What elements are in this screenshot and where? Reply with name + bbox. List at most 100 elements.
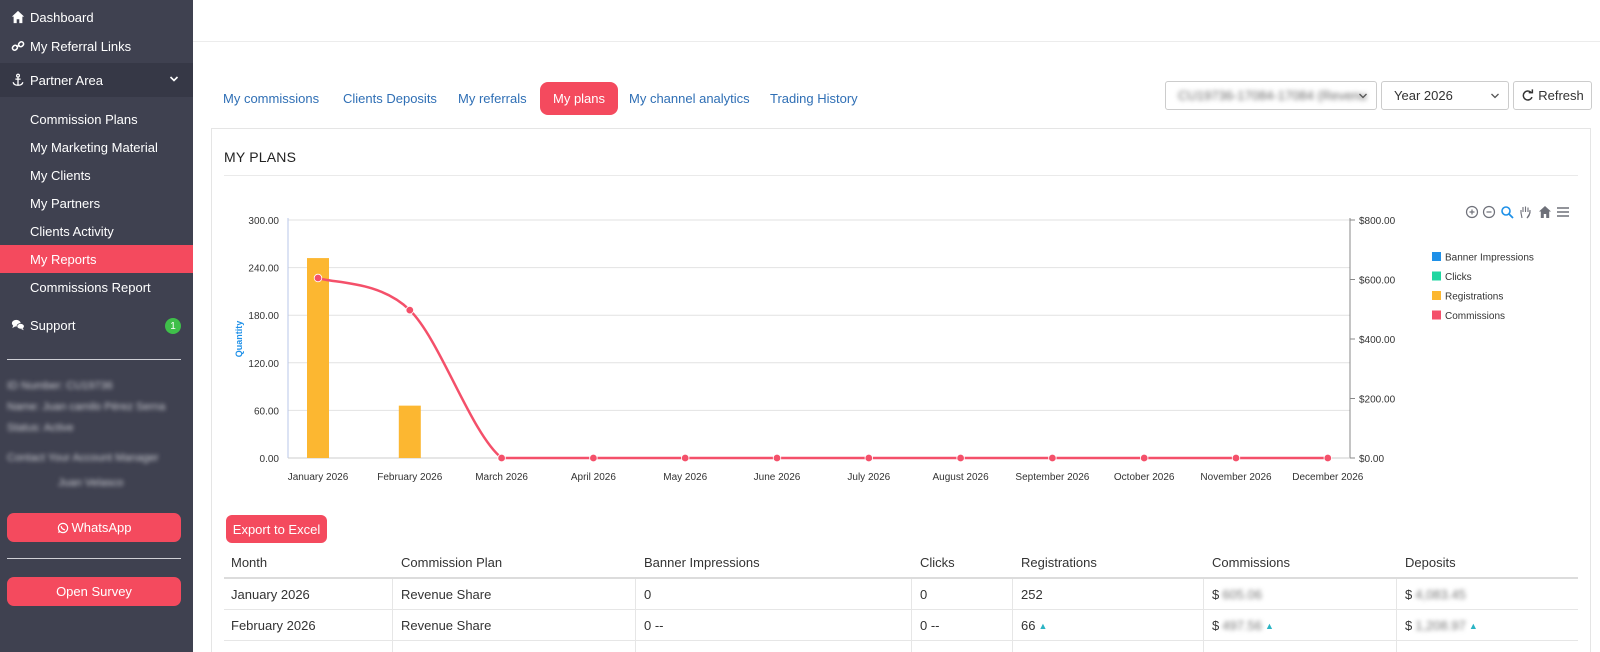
point-commissions bbox=[1323, 453, 1332, 463]
y2-tick-label: $800.00 bbox=[1359, 216, 1396, 227]
magnify-icon[interactable] bbox=[1500, 205, 1514, 219]
col-month[interactable]: Month bbox=[231, 555, 268, 570]
whatsapp-icon bbox=[57, 522, 68, 533]
chevron-down-icon bbox=[1491, 93, 1499, 99]
zoom-out-icon[interactable] bbox=[1482, 205, 1496, 219]
y-tick-label: 240.00 bbox=[248, 264, 279, 275]
cell-plan: Revenue Share bbox=[401, 618, 492, 633]
nav-referral-links[interactable]: My Referral Links bbox=[0, 29, 193, 63]
sub-clients-activity[interactable]: Clients Activity bbox=[0, 217, 193, 245]
table-row bbox=[224, 641, 1578, 652]
home-icon bbox=[0, 10, 30, 24]
y-tick-label: 0.00 bbox=[260, 454, 280, 465]
sub-commission-plans-label: Commission Plans bbox=[30, 111, 138, 127]
support-count-badge: 1 bbox=[165, 318, 181, 334]
y2-tick-label: $0.00 bbox=[1359, 454, 1384, 465]
nav-partner-area-label: Partner Area bbox=[30, 72, 103, 88]
reset-home-icon[interactable] bbox=[1538, 205, 1552, 219]
x-tick-label: February 2026 bbox=[377, 472, 442, 483]
nav-dashboard[interactable]: Dashboard bbox=[0, 0, 193, 34]
tab-clients-deposits[interactable]: Clients Deposits bbox=[343, 91, 437, 106]
sub-my-reports[interactable]: My Reports bbox=[0, 245, 193, 273]
tab-my-commissions[interactable]: My commissions bbox=[223, 91, 320, 106]
cell-divider bbox=[392, 610, 393, 641]
tab-my-plans[interactable]: My plans bbox=[540, 82, 619, 115]
refresh-button-label: Refresh bbox=[1538, 88, 1584, 103]
tab-trading-history[interactable]: Trading History bbox=[770, 91, 858, 106]
sub-marketing-material[interactable]: My Marketing Material bbox=[0, 133, 193, 161]
pan-hand-icon[interactable] bbox=[1518, 205, 1532, 219]
account-name: Name: Juan camilo Pérez Serna bbox=[7, 401, 166, 413]
cell-clicks: 0 -- bbox=[920, 618, 940, 633]
cell-divider bbox=[1396, 641, 1397, 652]
legend-swatch bbox=[1432, 252, 1441, 261]
point-commissions bbox=[313, 273, 323, 283]
export-excel-label: Export to Excel bbox=[232, 521, 321, 537]
sub-my-clients[interactable]: My Clients bbox=[0, 161, 193, 189]
plans-chart: 0.00 60.00 120.00 180.00 240.00 300.00 $0.00 $2… bbox=[234, 216, 1534, 483]
x-tick-label: October 2026 bbox=[1114, 472, 1175, 483]
y-axis-title: Quantity bbox=[234, 321, 244, 358]
account-status: Status: Active bbox=[7, 422, 74, 434]
x-tick-label: July 2026 bbox=[847, 472, 890, 483]
sub-my-partners[interactable]: My Partners bbox=[0, 189, 193, 217]
account-select[interactable]: CU19736-17084-17084 (Revenu bbox=[1165, 81, 1377, 110]
account-manager-name: Juan Velasco bbox=[58, 477, 124, 489]
cell-divider bbox=[911, 579, 912, 610]
zoom-in-icon[interactable] bbox=[1465, 205, 1479, 219]
cell-divider bbox=[1396, 579, 1397, 610]
sub-commission-plans[interactable]: Commission Plans bbox=[0, 105, 193, 133]
cell-commissions: $ 605.06 bbox=[1205, 579, 1262, 610]
point-commissions bbox=[1048, 453, 1057, 463]
cell-divider bbox=[1012, 641, 1013, 652]
nav-support[interactable]: Support 1 bbox=[0, 308, 193, 342]
nav-partner-area[interactable]: Partner Area bbox=[0, 63, 193, 97]
year-select[interactable]: Year 2026 bbox=[1381, 81, 1509, 110]
cell-divider bbox=[911, 610, 912, 641]
col-commission-plan[interactable]: Commission Plan bbox=[401, 555, 503, 570]
cell-divider bbox=[392, 641, 393, 652]
open-survey-button-label: Open Survey bbox=[56, 584, 132, 599]
currency-symbol: $ bbox=[1212, 587, 1220, 602]
trend-up-icon: ▲ bbox=[1265, 620, 1274, 631]
cell-deposits: $ 4,083.45 bbox=[1398, 579, 1466, 610]
page-title: MY PLANS bbox=[224, 149, 297, 165]
sub-commissions-report-label: Commissions Report bbox=[30, 279, 151, 295]
menu-icon[interactable] bbox=[1556, 205, 1570, 219]
whatsapp-button[interactable]: WhatsApp bbox=[7, 513, 181, 542]
refresh-icon bbox=[1522, 89, 1534, 101]
export-excel-button[interactable]: Export to Excel bbox=[226, 515, 327, 543]
legend-label: Registrations bbox=[1445, 292, 1503, 303]
cell-divider bbox=[1396, 610, 1397, 641]
sidebar: Dashboard My Referral Links Partner Area… bbox=[0, 0, 193, 652]
sub-commissions-report[interactable]: Commissions Report bbox=[0, 273, 193, 301]
registrations-value: 66 bbox=[1021, 618, 1036, 633]
open-survey-button[interactable]: Open Survey bbox=[7, 577, 181, 606]
tab-my-referrals[interactable]: My referrals bbox=[458, 91, 527, 106]
table-header-row: Month Commission Plan Banner Impressions… bbox=[224, 551, 1578, 579]
trend-up-icon: ▲ bbox=[1038, 620, 1048, 631]
legend-swatch bbox=[1432, 310, 1441, 320]
cell-divider bbox=[635, 641, 636, 652]
col-registrations[interactable]: Registrations bbox=[1021, 555, 1097, 570]
x-tick-label: November 2026 bbox=[1200, 472, 1272, 483]
whatsapp-button-label: WhatsApp bbox=[71, 520, 132, 535]
col-commissions[interactable]: Commissions bbox=[1212, 555, 1291, 570]
currency-symbol: $ bbox=[1405, 587, 1413, 602]
nav-dashboard-label: Dashboard bbox=[30, 9, 94, 25]
y2-tick-label: $200.00 bbox=[1359, 395, 1396, 406]
col-clicks[interactable]: Clicks bbox=[920, 555, 955, 570]
sidebar-divider-2 bbox=[7, 558, 181, 559]
x-tick-label: June 2026 bbox=[754, 472, 801, 483]
nav-support-label: Support bbox=[30, 317, 76, 333]
cell-impressions: 0 -- bbox=[644, 618, 664, 633]
commission-value: 605.06 bbox=[1222, 587, 1262, 602]
currency-symbol: $ bbox=[1405, 618, 1413, 633]
refresh-button[interactable]: Refresh bbox=[1513, 81, 1592, 110]
tab-channel-analytics[interactable]: My channel analytics bbox=[629, 91, 750, 106]
legend-swatch bbox=[1432, 291, 1441, 300]
sub-my-partners-label: My Partners bbox=[30, 195, 101, 211]
line-commissions bbox=[317, 276, 1328, 460]
col-deposits[interactable]: Deposits bbox=[1405, 555, 1456, 570]
col-banner-impressions[interactable]: Banner Impressions bbox=[644, 555, 760, 570]
